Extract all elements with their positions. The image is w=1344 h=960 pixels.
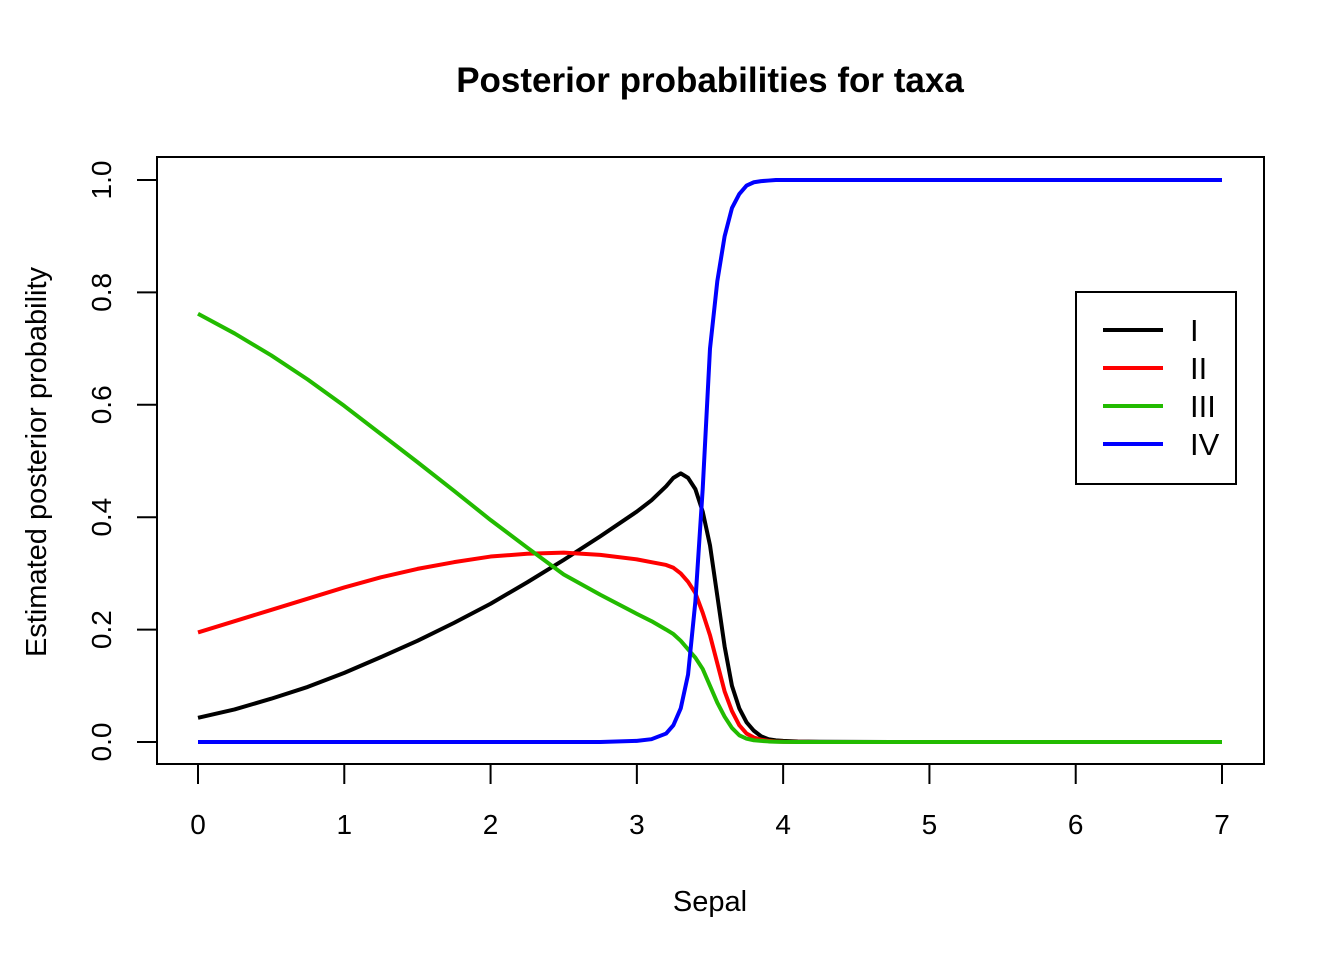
x-tick-label: 3 xyxy=(629,809,645,840)
legend-label: I xyxy=(1190,313,1199,348)
y-tick-label: 0.4 xyxy=(86,498,117,537)
x-tick-label: 5 xyxy=(922,809,938,840)
series-line-III xyxy=(197,311,1222,744)
y-tick-label: 0.2 xyxy=(86,610,117,649)
y-tick-label: 0.0 xyxy=(86,723,117,762)
x-tick-label: 4 xyxy=(775,809,791,840)
legend-label: III xyxy=(1190,389,1216,424)
x-tick-label: 7 xyxy=(1214,809,1230,840)
x-tick-label: 0 xyxy=(190,809,206,840)
x-tick-label: 1 xyxy=(336,809,352,840)
y-axis: 0.0 0.2 0.4 0.6 0.8 1.0 xyxy=(86,161,158,762)
series-line-II xyxy=(197,550,1222,744)
x-tick-label: 6 xyxy=(1068,809,1084,840)
series-line-I xyxy=(197,471,1222,744)
series-line-IV xyxy=(198,178,1222,744)
legend-label: IV xyxy=(1190,427,1220,462)
x-axis-label: Sepal xyxy=(673,886,747,918)
y-tick-label: 0.8 xyxy=(86,273,117,312)
x-axis: 0 1 2 3 4 5 6 7 xyxy=(190,763,1230,840)
y-tick-label: 0.6 xyxy=(86,385,117,424)
legend-label: II xyxy=(1190,351,1207,386)
y-tick-label: 1.0 xyxy=(86,161,117,200)
series-lines xyxy=(197,178,1222,744)
legend-box xyxy=(1075,291,1237,485)
chart-title: Posterior probabilities for taxa xyxy=(456,61,964,100)
x-tick-label: 2 xyxy=(483,809,499,840)
y-axis-label: Estimated posterior probability xyxy=(21,266,53,657)
